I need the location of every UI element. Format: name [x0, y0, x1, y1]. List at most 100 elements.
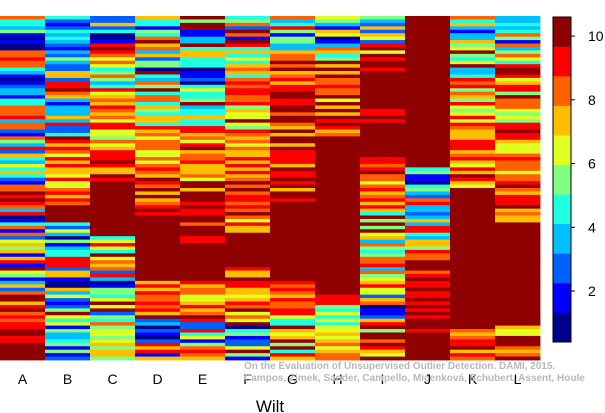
colorbar-segment [553, 17, 571, 47]
heatmap-column-l [495, 16, 541, 361]
heatmap-cell [360, 208, 406, 213]
heatmap-cell [135, 153, 181, 158]
heatmap-cell [495, 232, 541, 237]
heatmap-cell [0, 88, 46, 93]
heatmap-cell [270, 163, 316, 168]
heatmap-cell [315, 50, 361, 55]
colorbar-segment [553, 164, 571, 195]
heatmap-cell [270, 57, 316, 62]
heatmap-cell [315, 356, 361, 361]
heatmap-cell [405, 287, 451, 292]
heatmap-cell [225, 143, 271, 148]
heatmap-cell [495, 274, 541, 278]
heatmap-cell [270, 205, 316, 210]
heatmap-cell [450, 122, 496, 127]
heatmap-cell [495, 243, 541, 247]
heatmap-column-h [315, 16, 361, 361]
heatmap-cell [180, 191, 226, 196]
heatmap-cell [450, 108, 496, 113]
heatmap-cell [45, 153, 91, 158]
heatmap-cell [495, 239, 541, 244]
heatmap-cell [495, 77, 541, 82]
heatmap-cell [450, 170, 496, 175]
heatmap-cell [0, 353, 46, 357]
heatmap-cell [315, 246, 361, 251]
heatmap-cell [360, 339, 406, 344]
heatmap-cell [225, 81, 271, 86]
x-tick-label-c: C [107, 371, 117, 387]
heatmap-cell [45, 98, 91, 103]
heatmap-cell [315, 205, 361, 210]
heatmap-cell [270, 139, 316, 144]
heatmap-cell [315, 208, 361, 213]
heatmap-cell [45, 208, 91, 213]
heatmap-cell [90, 260, 136, 265]
heatmap-cell [405, 253, 451, 258]
heatmap-cell [495, 143, 541, 148]
heatmap-cell [495, 150, 541, 154]
heatmap-cell [450, 270, 496, 275]
heatmap-cell [0, 349, 46, 354]
heatmap-cell [225, 208, 271, 213]
heatmap-cell [90, 102, 136, 106]
heatmap-cell [45, 353, 91, 357]
heatmap-cell [405, 188, 451, 192]
heatmap-cell [45, 108, 91, 113]
heatmap-cell [450, 139, 496, 144]
heatmap-cell [90, 284, 136, 289]
heatmap-cell [450, 267, 496, 271]
heatmap-cell [0, 225, 46, 230]
heatmap-cell [270, 67, 316, 72]
heatmap-cell [450, 239, 496, 244]
heatmap-cell [225, 91, 271, 96]
heatmap-cell [315, 174, 361, 179]
heatmap-cell [225, 60, 271, 65]
heatmap-cell [225, 150, 271, 154]
heatmap-cell [180, 112, 226, 117]
heatmap-cell [0, 308, 46, 313]
heatmap-cell [0, 188, 46, 192]
heatmap-cell [495, 249, 541, 254]
heatmap-cell [135, 119, 181, 124]
heatmap-cell [45, 136, 91, 141]
heatmap-cell [315, 315, 361, 320]
heatmap-cell [360, 160, 406, 165]
heatmap-cell [180, 105, 226, 110]
heatmap-cell [45, 298, 91, 302]
heatmap-cell [180, 153, 226, 158]
heatmap-cell [180, 194, 226, 199]
heatmap-cell [180, 267, 226, 271]
heatmap-cell [90, 236, 136, 240]
heatmap-cell [360, 349, 406, 354]
heatmap-cell [315, 102, 361, 106]
heatmap-cell [225, 64, 271, 68]
heatmap-cell [450, 119, 496, 124]
heatmap-cell [225, 346, 271, 351]
colorbar-segment [553, 135, 571, 166]
heatmap-cell [45, 115, 91, 120]
heatmap-cell [180, 277, 226, 282]
heatmap-cell [135, 339, 181, 344]
heatmap-cell [495, 205, 541, 210]
heatmap-cell [225, 205, 271, 210]
heatmap-cell [450, 160, 496, 165]
heatmap-cell [0, 356, 46, 361]
heatmap-cell [405, 329, 451, 333]
heatmap-cell [270, 88, 316, 93]
heatmap-cell [405, 139, 451, 144]
heatmap-cell [180, 132, 226, 137]
heatmap-cell [45, 132, 91, 137]
heatmap-cell [360, 119, 406, 124]
heatmap-cell [180, 208, 226, 213]
heatmap-cell [45, 36, 91, 41]
heatmap-cell [225, 40, 271, 44]
heatmap-cell [135, 311, 181, 316]
heatmap-cell [360, 301, 406, 306]
heatmap-cell [270, 71, 316, 75]
heatmap-cell [0, 81, 46, 86]
heatmap-cell [0, 232, 46, 237]
heatmap-cell [405, 67, 451, 72]
heatmap-cell [270, 284, 316, 289]
heatmap-cell [360, 353, 406, 357]
heatmap-cell [180, 342, 226, 347]
